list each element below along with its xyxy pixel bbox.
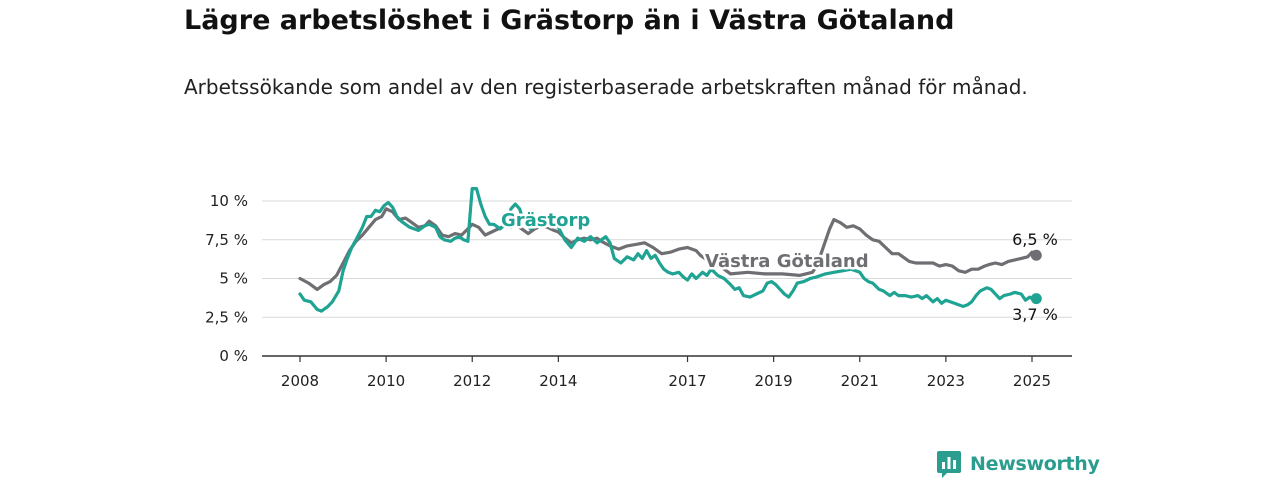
chart-subtitle: Arbetssökande som andel av den registerb… xyxy=(184,75,1028,99)
chart-title: Lägre arbetslöshet i Grästorp än i Västr… xyxy=(184,5,955,36)
y-tick-label: 5 % xyxy=(219,270,248,288)
bar-chart-speech-bubble-icon xyxy=(937,451,961,478)
end-point-vastra-gotaland xyxy=(1030,249,1042,261)
line-chart: 0 % 2,5 % 5 % 7,5 % 10 % 2008 2010 2012 2014 201… xyxy=(205,187,1072,390)
end-point-grastorp xyxy=(1030,293,1042,305)
series-label-grastorp: Grästorp xyxy=(501,210,590,231)
x-tick-label: 2012 xyxy=(453,372,491,390)
end-value-grastorp: 3,7 % xyxy=(1012,305,1058,324)
x-tick-label: 2021 xyxy=(841,372,879,390)
x-tick-label: 2017 xyxy=(668,372,706,390)
series-labels: Grästorp Västra Götaland 6,5 % 3,7 % xyxy=(499,208,1058,325)
series-label-vastra-gotaland: Västra Götaland xyxy=(705,251,869,272)
brand-name: Newsworthy xyxy=(970,453,1100,475)
x-tick-label: 2014 xyxy=(539,372,577,390)
x-tick-label: 2010 xyxy=(367,372,405,390)
gridlines: 0 % 2,5 % 5 % 7,5 % 10 % xyxy=(205,192,1072,365)
y-tick-label: 7,5 % xyxy=(205,231,248,249)
x-tick-label: 2019 xyxy=(755,372,793,390)
x-tick-label: 2023 xyxy=(927,372,965,390)
y-tick-label: 2,5 % xyxy=(205,308,248,326)
series-lines xyxy=(298,187,1042,313)
x-tick-label: 2008 xyxy=(281,372,319,390)
series-line-grastorp xyxy=(298,187,1038,313)
y-tick-label: 0 % xyxy=(219,347,248,365)
x-axis: 2008 2010 2012 2014 2017 2019 2021 2023 2025 xyxy=(262,355,1072,390)
series-line-vastra-gotaland xyxy=(298,207,1038,291)
y-tick-label: 10 % xyxy=(210,192,248,210)
newsworthy-logo: Newsworthy xyxy=(937,448,1100,480)
end-value-vastra-gotaland: 6,5 % xyxy=(1012,230,1058,249)
x-tick-label: 2025 xyxy=(1013,372,1051,390)
